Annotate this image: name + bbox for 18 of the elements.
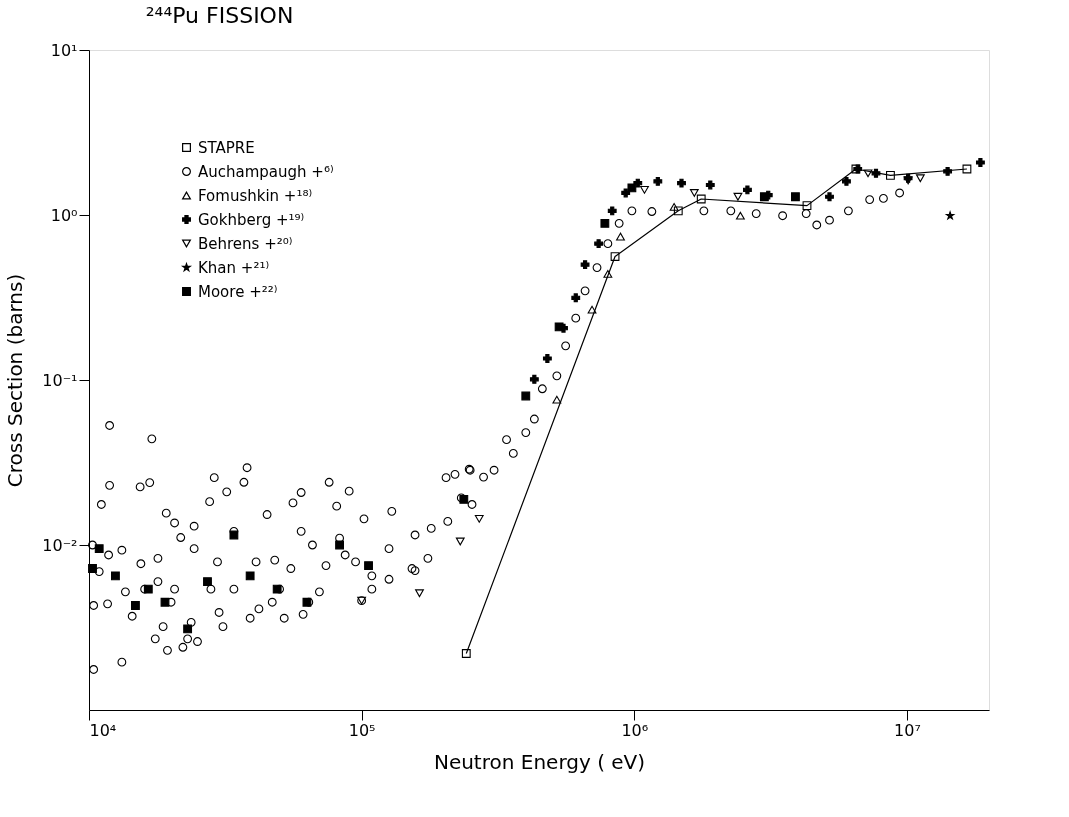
- legend-label: Khan +²¹⁾: [198, 258, 270, 277]
- legend-label: Gokhberg +¹⁹⁾: [198, 210, 305, 229]
- legend-label: Behrens +²⁰⁾: [198, 234, 293, 253]
- legend-label: Moore +²²⁾: [198, 282, 278, 301]
- x-tick-label: 10⁶: [621, 720, 649, 740]
- chart-title: ²⁴⁴Pu FISSION: [145, 3, 294, 28]
- y-tick-label: 10¹: [50, 40, 78, 60]
- y-tick-label: 10⁻²: [42, 535, 78, 555]
- x-tick-label: 10⁷: [894, 720, 921, 740]
- x-axis-title: Neutron Energy ( eV): [433, 749, 646, 774]
- legend-label: STAPRE: [198, 138, 255, 157]
- y-tick-label: 10⁰: [50, 205, 78, 225]
- x-tick-label: 10⁴: [89, 720, 117, 740]
- x-tick-label: 10⁵: [348, 720, 376, 740]
- legend-label: Fomushkin +¹⁸⁾: [198, 186, 313, 205]
- y-tick-label: 10⁻¹: [42, 370, 78, 390]
- y-axis-title: Cross Section (barns): [3, 273, 28, 488]
- legend-label: Auchampaugh +⁶⁾: [198, 162, 334, 181]
